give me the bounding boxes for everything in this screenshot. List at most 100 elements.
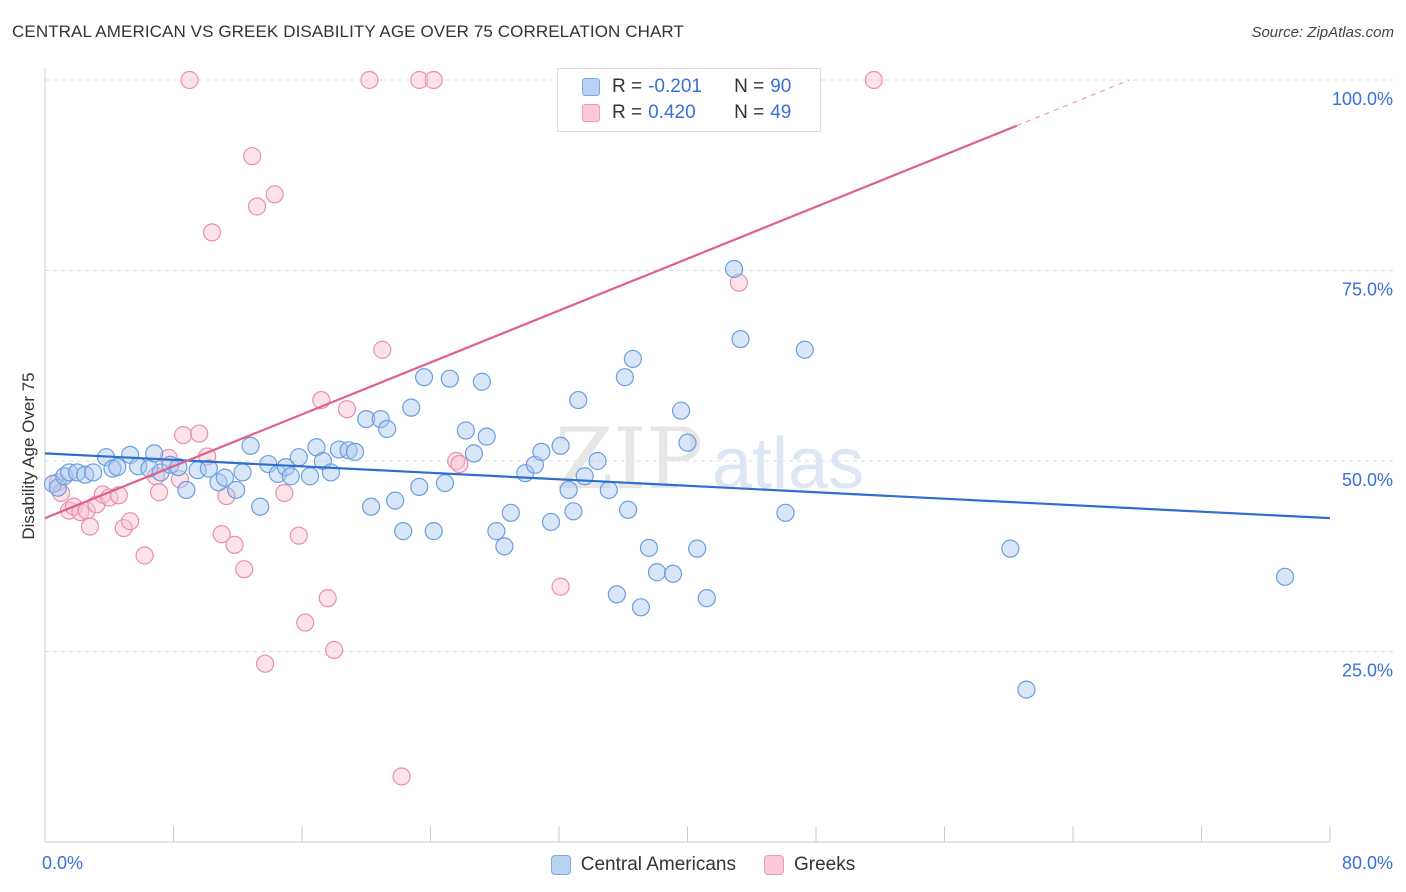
central-americans-points xyxy=(43,259,1295,699)
data-point xyxy=(281,467,300,486)
data-point xyxy=(450,454,469,474)
y-tick-label: 75.0% xyxy=(1342,280,1393,300)
chart-title: CENTRAL AMERICAN VS GREEK DISABILITY AGE… xyxy=(12,22,684,41)
data-point xyxy=(402,398,421,417)
data-point xyxy=(647,563,667,582)
data-point xyxy=(424,70,443,90)
legend-row-central-americans: R = -0.201 N = 90 xyxy=(582,74,791,100)
data-point xyxy=(599,480,618,500)
data-point xyxy=(447,451,466,471)
data-point xyxy=(424,522,443,541)
legend-item-central-americans[interactable]: Central Americans xyxy=(550,854,736,876)
data-point xyxy=(569,390,588,410)
legend-n-label: N = xyxy=(734,76,765,97)
data-point xyxy=(247,197,267,216)
data-point xyxy=(776,503,795,522)
data-point xyxy=(225,535,244,554)
data-point xyxy=(495,537,514,556)
data-point xyxy=(300,467,320,486)
axis-labels: 25.0% 50.0% 75.0% 100.0% 0.0% 80.0% xyxy=(42,89,1393,873)
y-axis-title: Disability Age Over 75 xyxy=(19,372,38,539)
data-point xyxy=(472,372,491,391)
data-point xyxy=(623,349,642,368)
data-point xyxy=(697,589,716,608)
watermark-atlas: atlas xyxy=(712,424,864,504)
data-point xyxy=(410,477,429,497)
data-point xyxy=(243,147,262,166)
data-point xyxy=(1017,680,1036,699)
data-point xyxy=(212,525,231,544)
legend-n-value: 49 xyxy=(770,102,792,123)
data-point xyxy=(386,491,405,510)
data-point xyxy=(357,409,376,429)
data-point xyxy=(678,433,697,452)
data-point xyxy=(394,522,413,541)
data-point xyxy=(202,223,222,242)
data-point xyxy=(114,518,133,538)
data-point xyxy=(731,329,750,349)
legend-r-value: -0.201 xyxy=(648,76,702,97)
data-point xyxy=(318,589,337,608)
data-point xyxy=(864,70,883,90)
legend-row-greeks: R = 0.420 N = 49 xyxy=(582,100,791,126)
grid-lines xyxy=(45,79,1393,652)
data-point xyxy=(80,517,100,536)
data-point xyxy=(414,368,434,387)
data-point xyxy=(551,577,570,596)
data-point xyxy=(233,463,252,482)
data-point xyxy=(241,436,260,455)
correlation-legend: R = -0.201 N = 90 R = 0.420 N = 49 xyxy=(557,68,821,132)
data-point xyxy=(325,640,344,660)
data-point xyxy=(564,502,583,521)
data-point xyxy=(177,480,196,500)
data-point xyxy=(688,539,707,558)
data-point xyxy=(217,486,236,506)
y-tick-label: 50.0% xyxy=(1342,470,1393,490)
data-point xyxy=(559,480,578,500)
data-point xyxy=(663,564,683,583)
data-point xyxy=(361,497,381,516)
legend-item-greeks[interactable]: Greeks xyxy=(763,854,855,876)
data-point xyxy=(392,767,411,786)
data-point xyxy=(724,259,744,279)
central-americans-trend-line xyxy=(44,452,1331,520)
legend-r-value: 0.420 xyxy=(648,102,696,123)
data-point xyxy=(487,522,506,541)
data-point xyxy=(159,448,178,468)
legend-swatch-pink xyxy=(763,855,784,875)
source-label: Source: ZipAtlas.com xyxy=(1251,24,1394,41)
data-point xyxy=(275,483,294,503)
data-point xyxy=(541,512,561,532)
data-point xyxy=(190,424,209,443)
data-point xyxy=(1275,567,1295,586)
series-legend: Central Americans Greeks xyxy=(0,852,1406,878)
data-point xyxy=(501,503,520,522)
data-point xyxy=(121,512,140,531)
data-point xyxy=(378,419,397,439)
data-point xyxy=(639,538,659,557)
data-point xyxy=(410,70,429,90)
data-point xyxy=(174,425,193,445)
data-point xyxy=(360,70,379,90)
data-point xyxy=(345,442,365,461)
data-point xyxy=(1001,539,1020,558)
data-point xyxy=(373,340,392,359)
y-tick-label: 25.0% xyxy=(1342,661,1393,681)
data-point xyxy=(440,369,459,388)
greeks-trend-extension xyxy=(1016,79,1130,127)
data-point xyxy=(289,526,308,545)
data-point xyxy=(456,421,475,440)
data-point xyxy=(615,368,634,387)
data-point xyxy=(729,273,749,292)
data-point xyxy=(588,451,607,471)
data-point xyxy=(289,448,308,467)
data-point xyxy=(180,70,199,90)
legend-r-label: R = xyxy=(612,102,643,123)
data-point xyxy=(532,442,551,461)
data-point xyxy=(575,467,594,486)
data-point xyxy=(296,613,315,632)
greeks-points xyxy=(48,70,883,786)
legend-label-central-americans: Central Americans xyxy=(580,854,736,875)
legend-swatch-blue xyxy=(550,855,571,875)
